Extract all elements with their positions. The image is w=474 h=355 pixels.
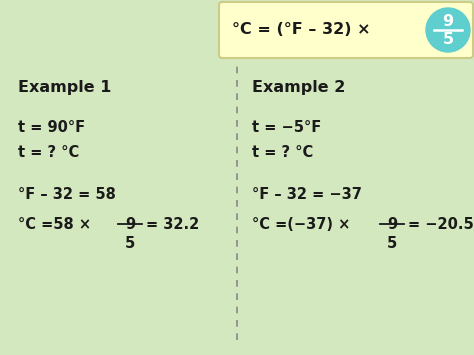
Text: Example 1: Example 1 bbox=[18, 80, 111, 95]
Text: Example 2: Example 2 bbox=[252, 80, 346, 95]
Text: 9: 9 bbox=[442, 15, 454, 29]
Text: °F – 32 = −37: °F – 32 = −37 bbox=[252, 187, 362, 202]
Text: 5: 5 bbox=[125, 236, 135, 251]
Text: t = ? °C: t = ? °C bbox=[252, 145, 313, 160]
Text: °C =(−37) ×: °C =(−37) × bbox=[252, 217, 350, 232]
Text: t = −5°F: t = −5°F bbox=[252, 120, 321, 135]
Text: = 32.2: = 32.2 bbox=[146, 217, 199, 232]
Text: 9: 9 bbox=[125, 217, 135, 232]
Circle shape bbox=[426, 8, 470, 52]
FancyBboxPatch shape bbox=[219, 2, 473, 58]
Text: °F – 32 = 58: °F – 32 = 58 bbox=[18, 187, 116, 202]
Text: °C =58 ×: °C =58 × bbox=[18, 217, 91, 232]
Text: = −20.5: = −20.5 bbox=[408, 217, 474, 232]
Text: °C = (°F – 32) ×: °C = (°F – 32) × bbox=[232, 22, 371, 38]
Text: t = 90°F: t = 90°F bbox=[18, 120, 85, 135]
Text: t = ? °C: t = ? °C bbox=[18, 145, 79, 160]
Text: 5: 5 bbox=[442, 32, 454, 47]
Text: 5: 5 bbox=[387, 236, 397, 251]
Text: 9: 9 bbox=[387, 217, 397, 232]
